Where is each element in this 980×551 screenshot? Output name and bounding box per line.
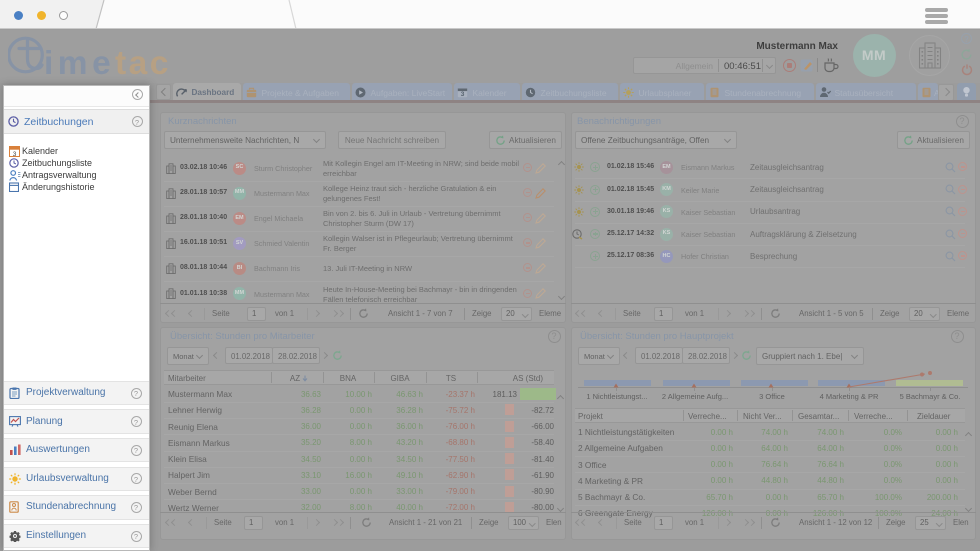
svg-text:3: 3 bbox=[461, 91, 465, 98]
svg-text:3: 3 bbox=[13, 150, 17, 156]
svg-text:ime: ime bbox=[44, 45, 115, 81]
svg-text:tac: tac bbox=[115, 45, 171, 81]
